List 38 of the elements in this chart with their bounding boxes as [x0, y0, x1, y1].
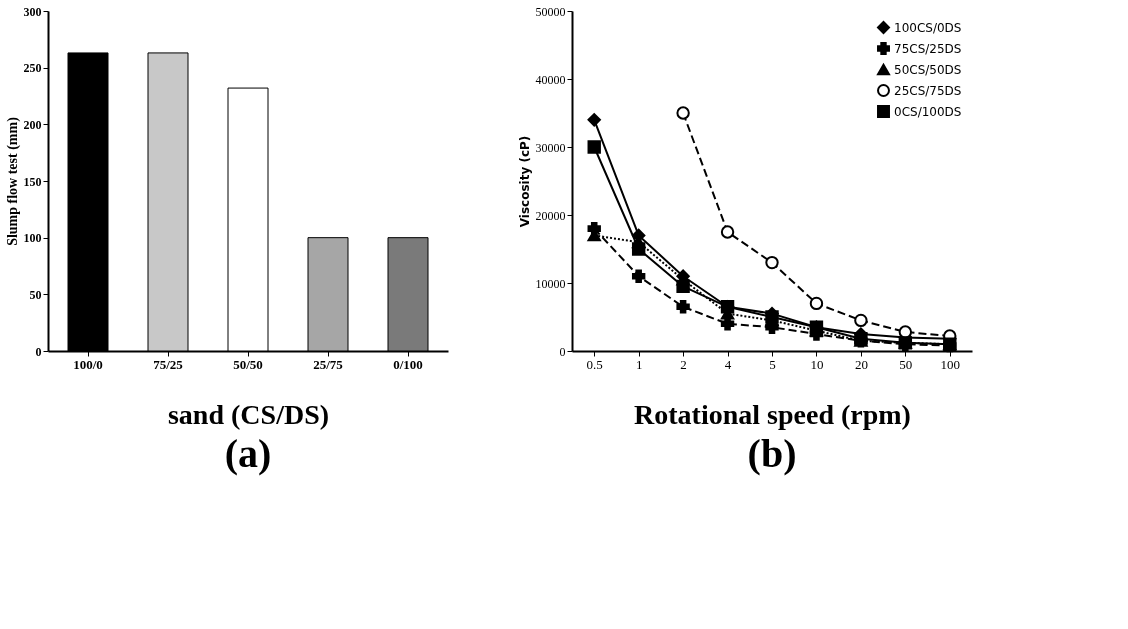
- y-tick-label: 20000: [535, 208, 566, 223]
- x-tick-label: 50: [899, 356, 913, 372]
- text: (a): [224, 431, 272, 476]
- y-tick-label: 50: [29, 287, 42, 302]
- y-tick-label: 300: [23, 4, 42, 19]
- x-axis-title: Rotational speed (rpm): [634, 398, 911, 430]
- y-tick-label: 200: [23, 117, 42, 132]
- y-axis-title: Viscosity (cP): [517, 135, 532, 228]
- x-tick-label: 75/25: [153, 356, 184, 372]
- x-axis-title: sand (CS/DS): [167, 398, 330, 430]
- x-tick-label: 100/0: [73, 356, 103, 372]
- x-tick-label: 20: [854, 356, 868, 372]
- legend-label: 100CS/0DS: [894, 20, 962, 35]
- x-tick-label: 25/75: [313, 356, 344, 372]
- x-tick-label: 1: [635, 356, 643, 372]
- y-tick-label: 0: [559, 344, 566, 359]
- legend-label: 0CS/100DS: [894, 104, 962, 119]
- y-tick-label: 30000: [535, 140, 566, 155]
- x-tick-label: 100: [940, 356, 961, 372]
- legend-label: 50CS/50DS: [894, 62, 962, 77]
- x-tick-label: 0.5: [586, 356, 603, 372]
- x-tick-label: 2: [680, 356, 687, 372]
- y-tick-label: 100: [23, 231, 42, 246]
- text: (b): [747, 431, 797, 476]
- y-axis-title: Slump flow test (mm): [4, 116, 21, 246]
- y-tick-label: 0: [35, 344, 42, 359]
- x-tick-label: 10: [810, 356, 824, 372]
- y-tick-label: 40000: [535, 72, 566, 87]
- x-tick-label: 0/100: [393, 356, 423, 372]
- x-tick-label: 50/50: [233, 356, 263, 372]
- y-tick-label: 250: [23, 61, 42, 76]
- legend-label: 75CS/25DS: [894, 41, 962, 56]
- y-tick-label: 10000: [535, 276, 566, 291]
- y-tick-label: 150: [23, 174, 42, 189]
- x-tick-label: 4: [724, 356, 732, 372]
- y-tick-label: 50000: [535, 4, 566, 19]
- legend-label: 25CS/75DS: [894, 83, 962, 98]
- x-tick-label: 5: [769, 356, 776, 372]
